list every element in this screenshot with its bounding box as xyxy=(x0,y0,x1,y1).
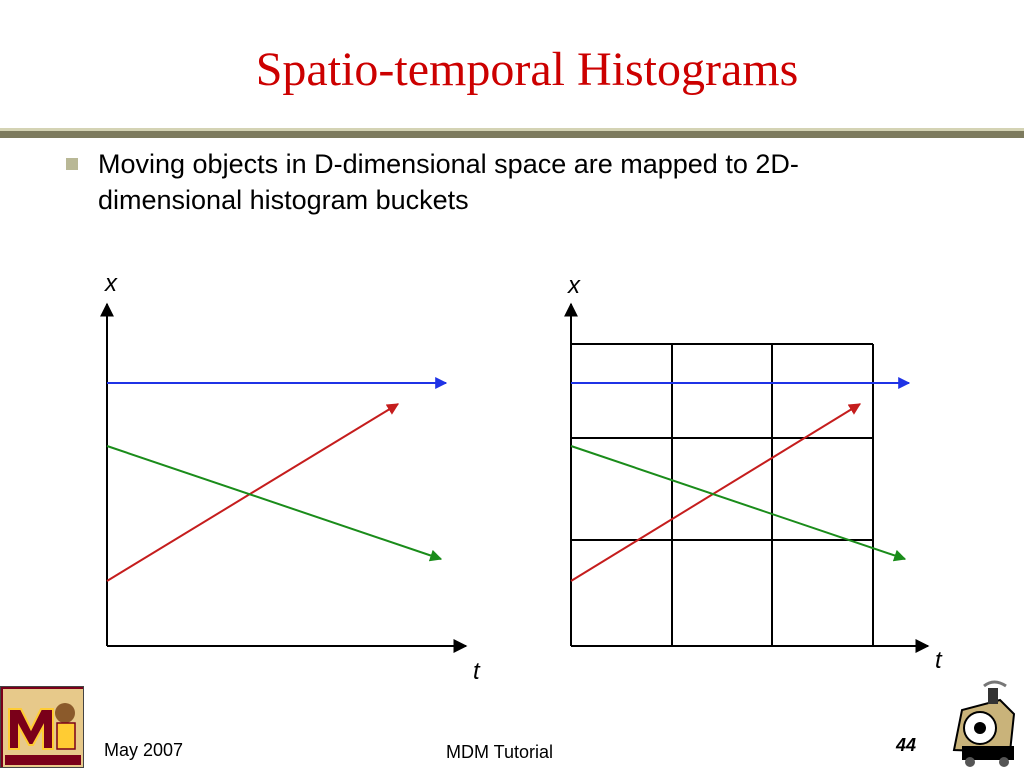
slide-number: 44 xyxy=(896,735,917,755)
footer-center: MDM Tutorial xyxy=(446,742,554,762)
left-green-trajectory xyxy=(106,445,443,562)
left-x-axis-label: t xyxy=(473,658,481,685)
left-y-axis-label: x xyxy=(104,270,118,297)
university-of-minnesota-logo xyxy=(0,686,84,768)
title-divider xyxy=(0,128,1024,138)
umn-m-icon xyxy=(3,689,83,767)
bullet-text: Moving objects in D-dimensional space ar… xyxy=(98,149,799,215)
right-y-axis-label: x xyxy=(567,272,581,299)
right-red-trajectory xyxy=(570,403,862,582)
right-green-trajectory xyxy=(570,445,907,562)
purdue-logo xyxy=(940,680,1024,768)
left-diagram: x t xyxy=(100,270,481,685)
right-diagram: x t xyxy=(564,272,943,674)
right-x-axis-label: t xyxy=(935,647,943,674)
bullet-square-icon xyxy=(66,158,78,170)
slide-title: Spatio-temporal Histograms xyxy=(255,43,799,96)
footer-date: May 2007 xyxy=(104,740,184,760)
left-red-trajectory xyxy=(106,403,400,582)
purdue-train-icon xyxy=(952,680,1016,767)
histogram-grid xyxy=(571,343,874,646)
